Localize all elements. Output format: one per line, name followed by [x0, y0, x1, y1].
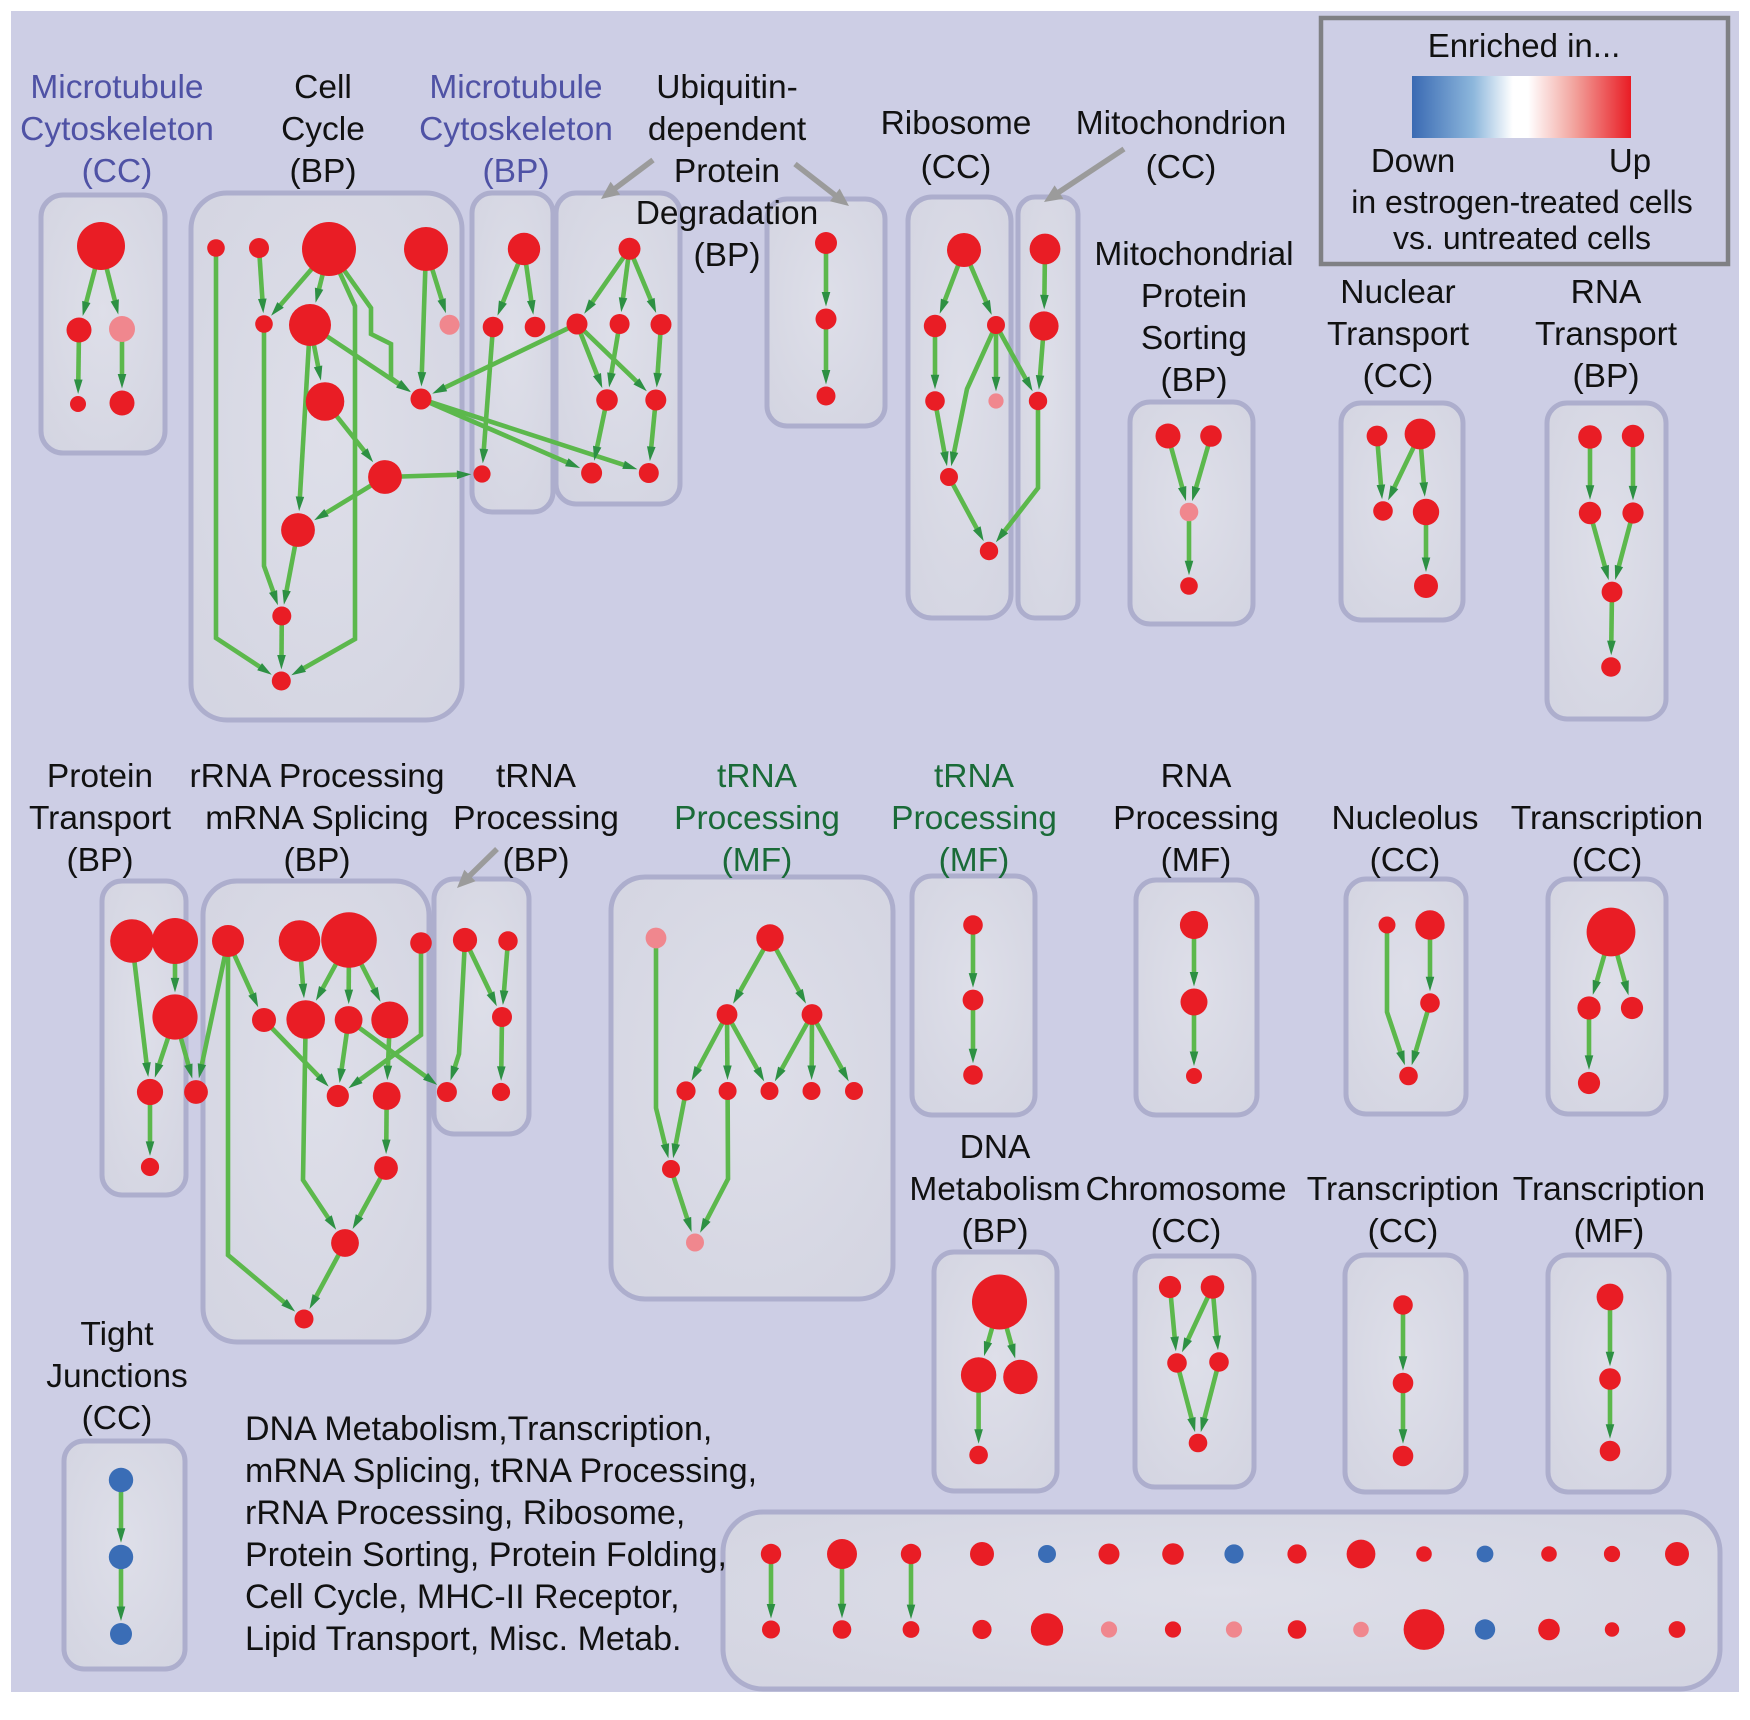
svg-text:DNA: DNA [960, 1129, 1031, 1166]
svg-text:Protein: Protein [47, 758, 153, 795]
svg-text:Down: Down [1371, 142, 1455, 179]
svg-text:Processing: Processing [891, 800, 1057, 837]
svg-text:(BP): (BP) [694, 237, 761, 274]
svg-text:(CC): (CC) [921, 149, 992, 186]
svg-text:Cycle: Cycle [281, 111, 365, 148]
svg-text:(MF): (MF) [939, 842, 1010, 879]
svg-text:Metabolism: Metabolism [909, 1171, 1080, 1208]
svg-text:(CC): (CC) [82, 153, 153, 190]
svg-text:mRNA Splicing: mRNA Splicing [205, 800, 428, 837]
svg-text:Junctions: Junctions [46, 1358, 188, 1395]
svg-text:Protein Sorting, Protein Foldi: Protein Sorting, Protein Folding, [245, 1536, 727, 1574]
svg-text:rRNA Processing: rRNA Processing [189, 758, 444, 795]
svg-text:Transcription: Transcription [1511, 800, 1703, 837]
svg-text:Transcription: Transcription [1307, 1171, 1499, 1208]
svg-text:(CC): (CC) [1363, 358, 1434, 395]
svg-text:Lipid Transport, Misc. Metab.: Lipid Transport, Misc. Metab. [245, 1620, 682, 1658]
svg-text:DNA Metabolism,Transcription,: DNA Metabolism,Transcription, [245, 1410, 712, 1448]
svg-text:(BP): (BP) [483, 153, 550, 190]
svg-text:Mitochondrion: Mitochondrion [1076, 105, 1286, 142]
svg-text:Nuclear: Nuclear [1340, 274, 1455, 311]
svg-text:(BP): (BP) [284, 842, 351, 879]
svg-text:tRNA: tRNA [496, 758, 577, 795]
svg-text:(CC): (CC) [1146, 149, 1217, 186]
svg-text:Transport: Transport [1535, 316, 1678, 353]
svg-text:Nucleolus: Nucleolus [1331, 800, 1478, 837]
svg-text:Microtubule: Microtubule [429, 69, 602, 106]
svg-text:Ubiquitin-: Ubiquitin- [656, 69, 798, 106]
svg-text:tRNA: tRNA [717, 758, 798, 795]
svg-text:(BP): (BP) [67, 842, 134, 879]
svg-text:(BP): (BP) [1161, 362, 1228, 399]
svg-text:Microtubule: Microtubule [30, 69, 203, 106]
svg-text:Degradation: Degradation [636, 195, 819, 232]
svg-text:dependent: dependent [648, 111, 807, 148]
svg-text:Ribosome: Ribosome [881, 105, 1032, 142]
svg-text:Transport: Transport [1327, 316, 1470, 353]
svg-text:(CC): (CC) [1368, 1213, 1439, 1250]
svg-text:(MF): (MF) [722, 842, 793, 879]
svg-text:Protein: Protein [674, 153, 780, 190]
svg-text:(CC): (CC) [82, 1400, 153, 1437]
svg-text:rRNA Processing, Ribosome,: rRNA Processing, Ribosome, [245, 1494, 685, 1532]
svg-text:(BP): (BP) [290, 153, 357, 190]
svg-text:Cytoskeleton: Cytoskeleton [419, 111, 613, 148]
svg-text:RNA: RNA [1161, 758, 1232, 795]
svg-text:Transcription: Transcription [1513, 1171, 1705, 1208]
svg-text:(BP): (BP) [962, 1213, 1029, 1250]
svg-text:(BP): (BP) [1573, 358, 1640, 395]
svg-text:(MF): (MF) [1161, 842, 1232, 879]
svg-text:Cell Cycle, MHC-II Receptor,: Cell Cycle, MHC-II Receptor, [245, 1578, 680, 1616]
svg-text:in estrogen-treated cells: in estrogen-treated cells [1351, 184, 1693, 220]
svg-text:mRNA Splicing, tRNA Processing: mRNA Splicing, tRNA Processing, [245, 1452, 757, 1490]
svg-text:Processing: Processing [1113, 800, 1279, 837]
svg-text:RNA: RNA [1571, 274, 1642, 311]
svg-text:(CC): (CC) [1572, 842, 1643, 879]
svg-text:Processing: Processing [674, 800, 840, 837]
svg-text:(MF): (MF) [1574, 1213, 1645, 1250]
svg-text:Cytoskeleton: Cytoskeleton [20, 111, 214, 148]
svg-text:(CC): (CC) [1370, 842, 1441, 879]
svg-text:Mitochondrial: Mitochondrial [1094, 236, 1293, 273]
svg-text:vs. untreated cells: vs. untreated cells [1393, 220, 1651, 256]
svg-text:(BP): (BP) [503, 842, 570, 879]
svg-text:(CC): (CC) [1151, 1213, 1222, 1250]
svg-text:tRNA: tRNA [934, 758, 1015, 795]
svg-text:Cell: Cell [294, 69, 352, 106]
svg-text:Tight: Tight [80, 1316, 154, 1353]
svg-text:Processing: Processing [453, 800, 619, 837]
svg-text:Enriched in...: Enriched in... [1428, 27, 1621, 64]
svg-text:Protein: Protein [1141, 278, 1247, 315]
svg-text:Up: Up [1609, 142, 1651, 179]
svg-text:Transport: Transport [29, 800, 172, 837]
svg-text:Sorting: Sorting [1141, 320, 1247, 357]
svg-text:Chromosome: Chromosome [1085, 1171, 1286, 1208]
